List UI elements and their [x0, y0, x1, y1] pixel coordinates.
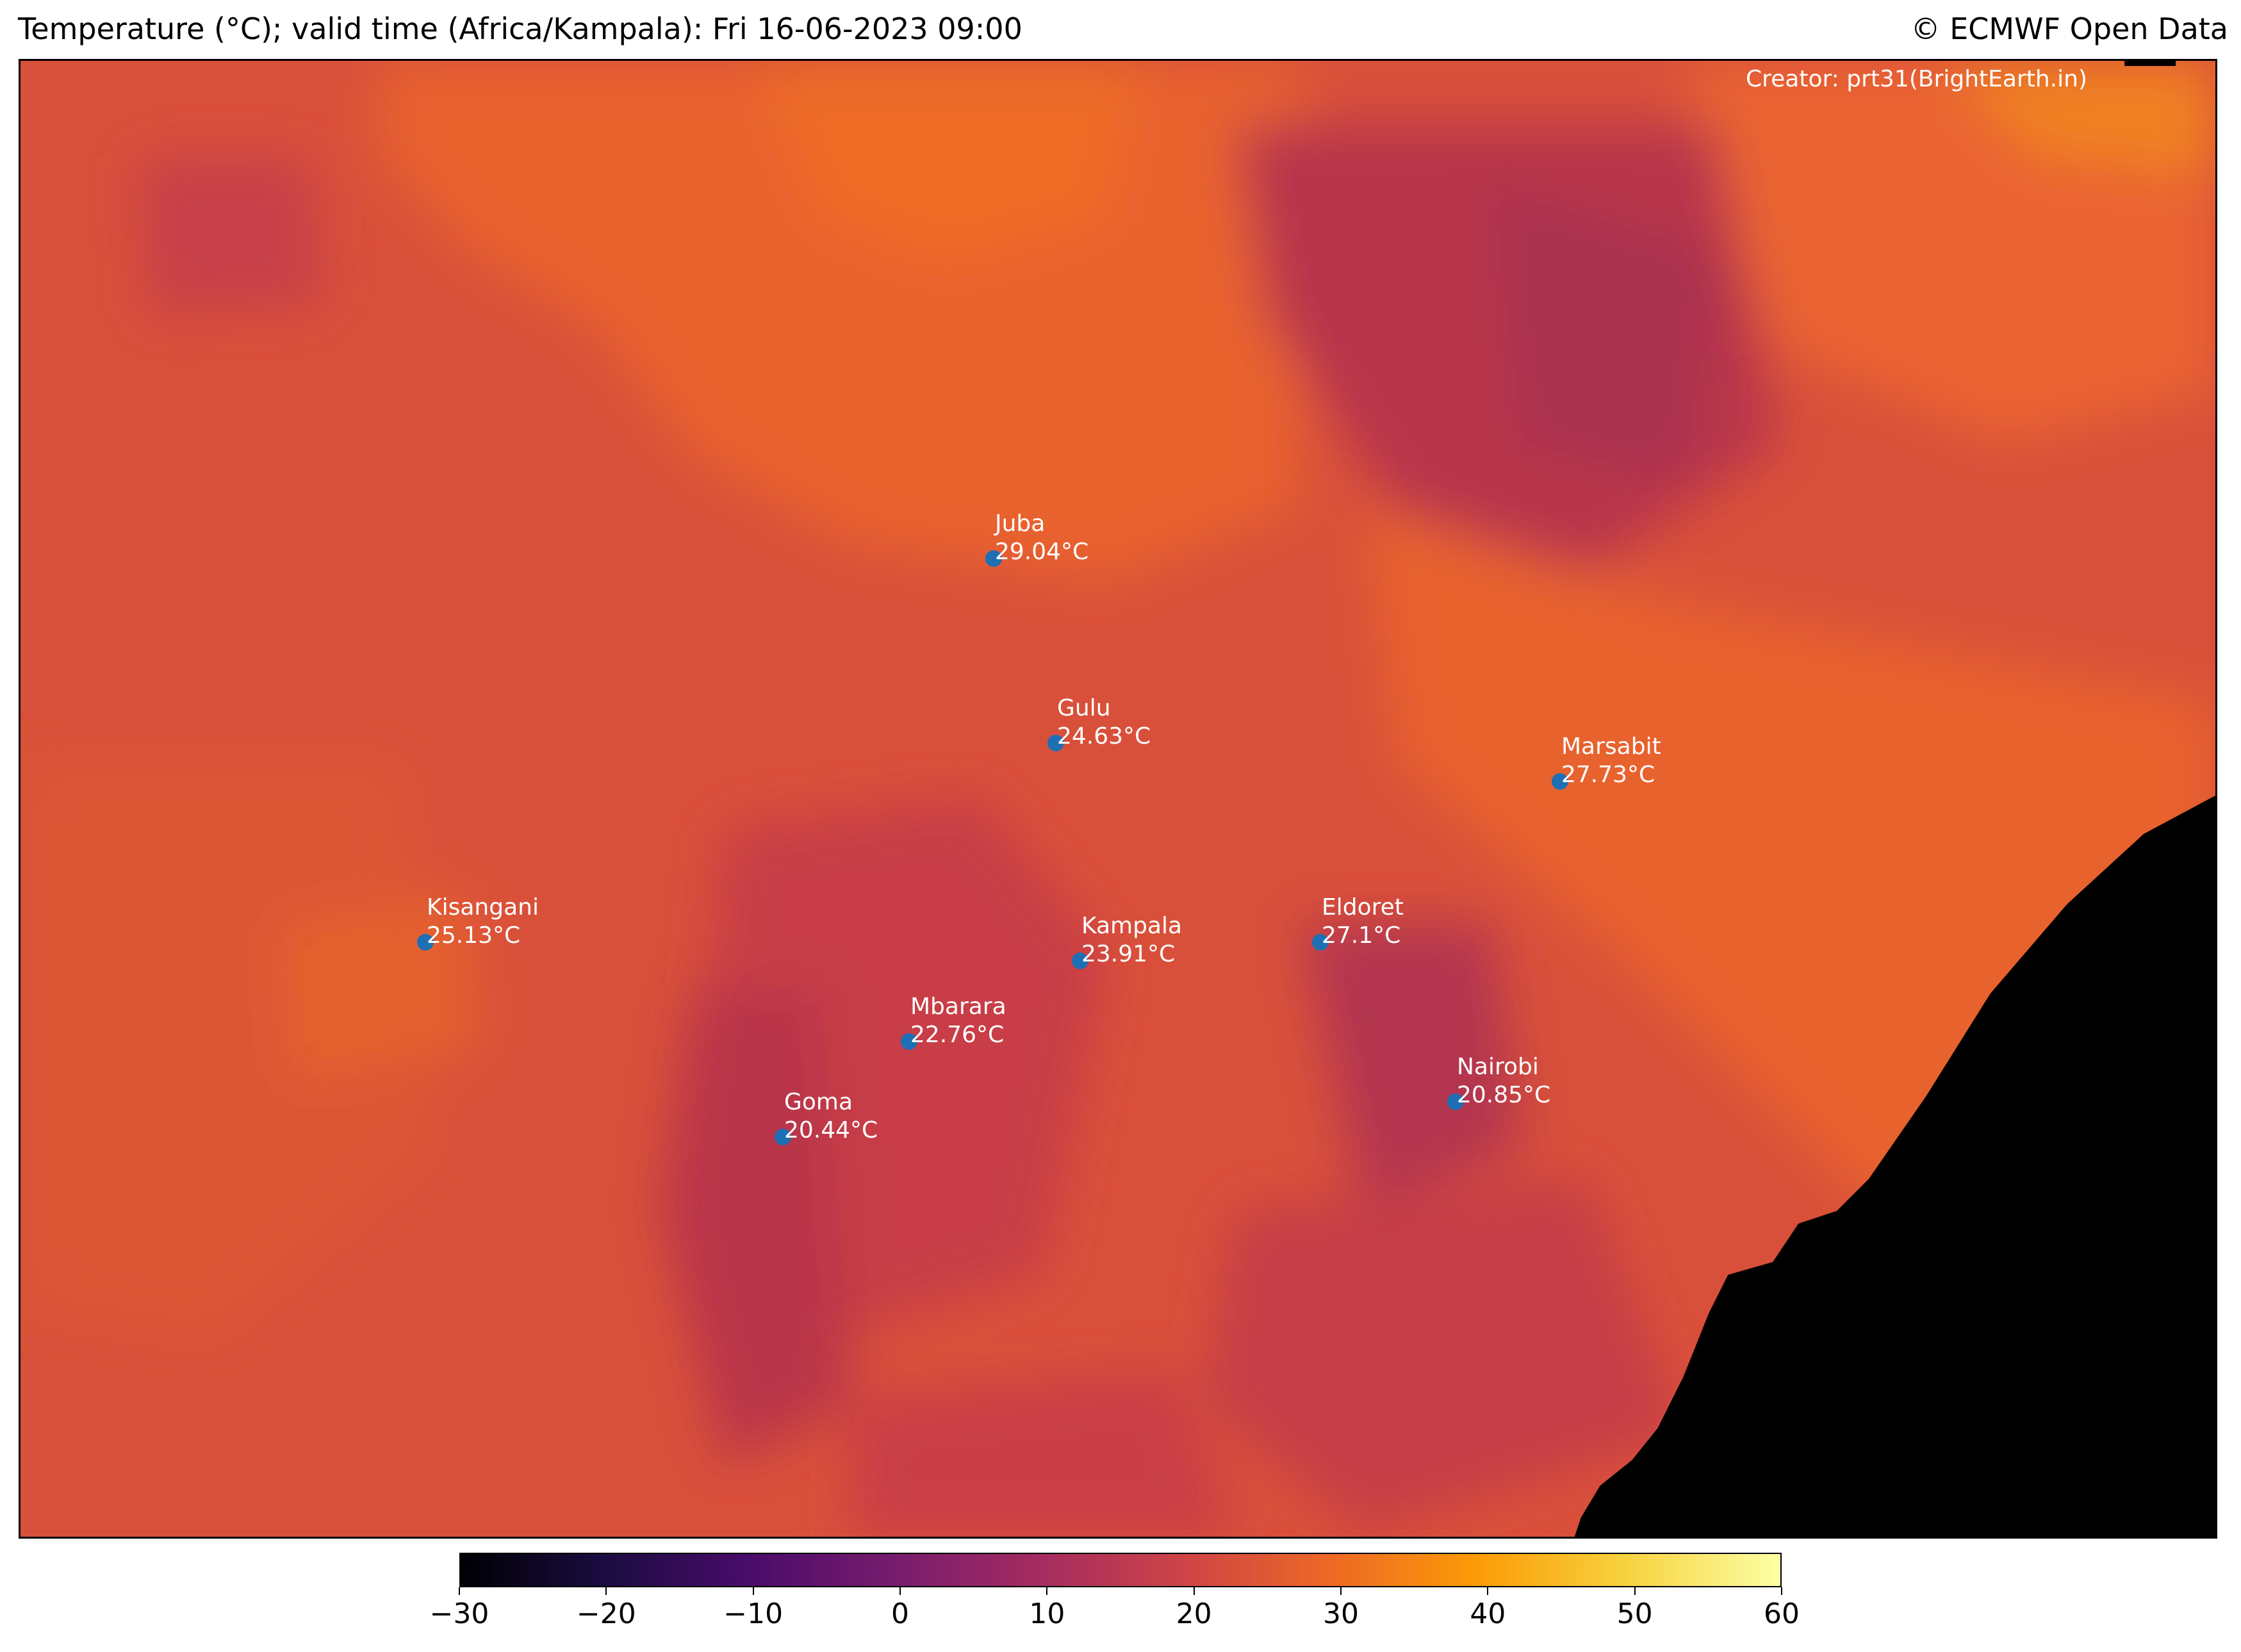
city-label: Kampala 23.91°C	[1081, 913, 1183, 967]
colorbar-tick-label: −30	[429, 1598, 489, 1630]
colorbar-tick-label: 20	[1176, 1598, 1212, 1630]
creator-label: Creator: prt31(BrightEarth.in)	[1746, 66, 2087, 92]
colorbar-tick	[459, 1587, 460, 1595]
city-dot-icon	[985, 550, 1002, 567]
colorbar-tick-label: −20	[576, 1598, 636, 1630]
city-dot-icon	[1072, 953, 1088, 969]
city-dot-icon	[1312, 934, 1329, 951]
colorbar-tick	[1487, 1587, 1489, 1595]
colorbar-tick	[1046, 1587, 1048, 1595]
city-label: Mbarara 22.76°C	[910, 994, 1006, 1048]
colorbar-tick	[1193, 1587, 1195, 1595]
colorbar-tick	[899, 1587, 901, 1595]
colorbar-tick	[752, 1587, 754, 1595]
colorbar-tick-label: 50	[1616, 1598, 1653, 1630]
colorbar-tick	[1340, 1587, 1342, 1595]
colorbar-tick-label: 60	[1764, 1598, 1800, 1630]
colorbar-tick-label: 30	[1323, 1598, 1359, 1630]
colorbar-tick-label: 0	[891, 1598, 909, 1630]
colorbar-tick	[1634, 1587, 1636, 1595]
city-dot-icon	[775, 1129, 791, 1145]
city-label: Eldoret 27.1°C	[1322, 894, 1404, 949]
map-title: Temperature (°C); valid time (Africa/Kam…	[18, 12, 1022, 46]
temperature-field	[21, 61, 2215, 1537]
colorbar-ticks: −30 −20 −10 0 10 20 30 40 50 60	[430, 1587, 1800, 1651]
city-label: Marsabit 27.73°C	[1561, 733, 1661, 788]
city-dot-icon	[1552, 773, 1568, 790]
city-label: Goma 20.44°C	[784, 1089, 878, 1143]
city-dot-icon	[417, 934, 434, 951]
city-label: Kisangani 25.13°C	[427, 894, 539, 949]
colorbar-tick	[605, 1587, 607, 1595]
city-label: Gulu 24.63°C	[1057, 695, 1151, 749]
city-dot-icon	[901, 1033, 917, 1050]
city-dot-icon	[1447, 1093, 1464, 1110]
copyright-label: © ECMWF Open Data	[1910, 12, 2228, 46]
city-dot-icon	[1047, 735, 1064, 751]
colorbar-tick-label: −10	[723, 1598, 784, 1630]
temperature-map: Creator: prt31(BrightEarth.in) Juba 29.04…	[19, 59, 2217, 1539]
ocean-mask	[1574, 796, 2215, 1537]
colorbar-tick-label: 10	[1029, 1598, 1065, 1630]
colorbar-tick	[1781, 1587, 1782, 1595]
temperature-colorbar	[459, 1553, 1782, 1587]
colorbar-tick-label: 40	[1470, 1598, 1506, 1630]
city-label: Juba 29.04°C	[995, 511, 1089, 565]
city-label: Nairobi 20.85°C	[1457, 1054, 1551, 1108]
